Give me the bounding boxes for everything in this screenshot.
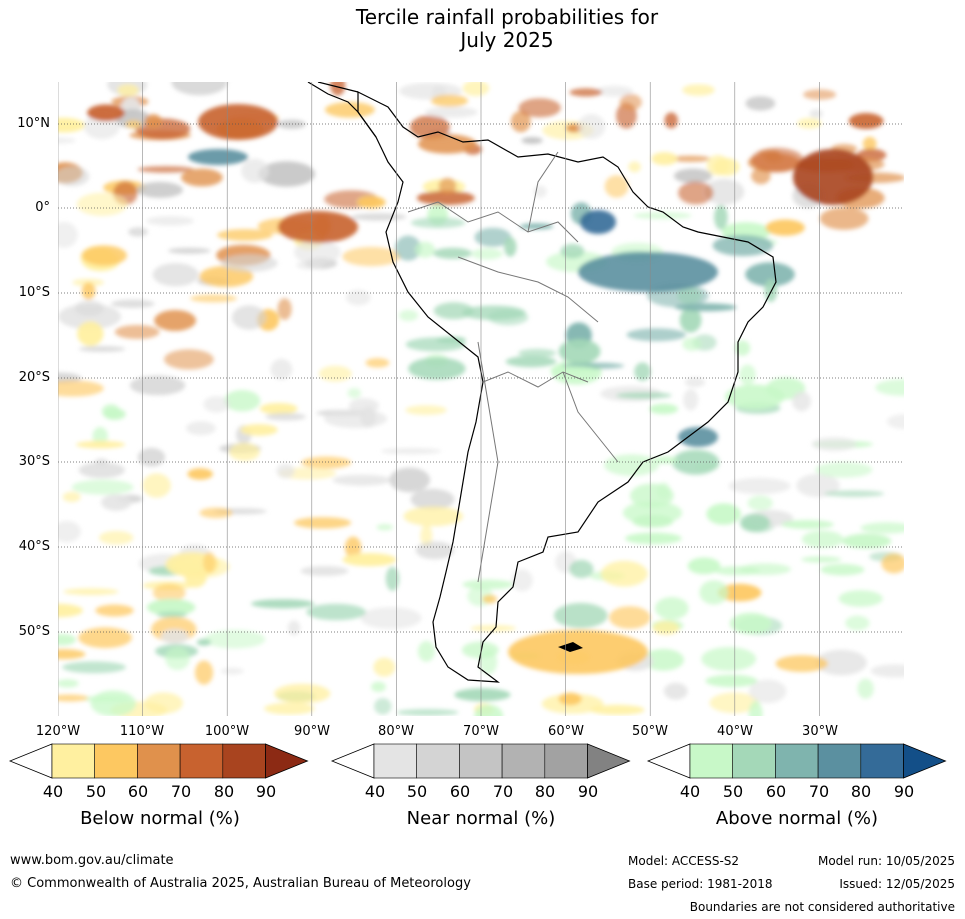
- base-period-text: Base period: 1981-2018: [628, 877, 773, 891]
- below-normal-title: Below normal (%): [80, 808, 240, 829]
- above-swatch-0: [689, 743, 734, 779]
- above-tick-60: 60: [765, 782, 787, 801]
- above-swatch-1: [732, 743, 776, 779]
- lat-label-10s: 10°S: [18, 285, 50, 300]
- above-tick-40: 40: [679, 782, 701, 801]
- disclaimer-text: Boundaries are not considered authoritat…: [689, 900, 955, 914]
- above-extend-high: [903, 743, 947, 779]
- lon-label-50w: 50°W: [632, 724, 668, 739]
- lat-label-0: 0°: [35, 200, 50, 215]
- near-tick-90: 90: [577, 782, 599, 801]
- near-extend-high: [587, 743, 631, 779]
- above-tick-80: 80: [850, 782, 872, 801]
- below-tick-50: 50: [85, 782, 107, 801]
- below-swatch-0: [51, 743, 96, 779]
- above-tick-70: 70: [808, 782, 830, 801]
- below-extend-high: [265, 743, 309, 779]
- below-tick-40: 40: [42, 782, 64, 801]
- near-tick-80: 80: [534, 782, 556, 801]
- near-swatch-0: [373, 743, 418, 779]
- lat-label-20s: 20°S: [18, 370, 50, 385]
- lon-label-40w: 40°W: [717, 724, 753, 739]
- near-tick-60: 60: [449, 782, 471, 801]
- near-normal-title: Near normal (%): [406, 808, 556, 829]
- lat-label-40s: 40°S: [18, 539, 50, 554]
- bom-url-link[interactable]: www.bom.gov.au/climate: [10, 853, 174, 868]
- near-extend-low: [330, 743, 375, 779]
- lon-label-100w: 100°W: [204, 724, 250, 739]
- near-swatch-4: [544, 743, 588, 779]
- below-normal-colorbar: [8, 743, 309, 779]
- below-swatch-4: [222, 743, 266, 779]
- lon-label-30w: 30°W: [802, 724, 838, 739]
- near-tick-40: 40: [364, 782, 386, 801]
- below-tick-80: 80: [213, 782, 235, 801]
- map-canvas: [58, 82, 904, 716]
- below-tick-70: 70: [170, 782, 192, 801]
- below-tick-90: 90: [255, 782, 277, 801]
- lon-label-120w: 120°W: [35, 724, 81, 739]
- model-text: Model: ACCESS-S2: [628, 854, 740, 868]
- falkland-islands: [558, 642, 583, 652]
- probability-map: [58, 82, 904, 716]
- near-swatch-2: [459, 743, 503, 779]
- lon-label-60w: 60°W: [548, 724, 584, 739]
- below-swatch-2: [137, 743, 181, 779]
- map-title: Tercile rainfall probabilities for July …: [0, 6, 965, 52]
- title-line-1: Tercile rainfall probabilities for: [355, 5, 659, 29]
- above-normal-colorbar: [646, 743, 947, 779]
- above-tick-90: 90: [893, 782, 915, 801]
- copyright-text: © Commonwealth of Australia 2025, Austra…: [10, 876, 471, 891]
- issued-text: Issued: 12/05/2025: [839, 877, 955, 891]
- lat-label-50s: 50°S: [18, 624, 50, 639]
- lon-label-80w: 80°W: [378, 724, 414, 739]
- above-swatch-4: [860, 743, 904, 779]
- near-swatch-3: [501, 743, 546, 779]
- near-tick-50: 50: [406, 782, 428, 801]
- above-swatch-2: [775, 743, 819, 779]
- lon-label-70w: 70°W: [463, 724, 499, 739]
- near-swatch-1: [416, 743, 460, 779]
- south-america-coastline: [357, 91, 777, 683]
- below-swatch-3: [179, 743, 224, 779]
- lat-label-10n: 10°N: [17, 116, 50, 131]
- lon-label-90w: 90°W: [294, 724, 330, 739]
- lat-label-30s: 30°S: [18, 454, 50, 469]
- central-america-coastline: [307, 82, 377, 138]
- below-extend-low: [8, 743, 53, 779]
- above-swatch-3: [817, 743, 862, 779]
- near-normal-colorbar: [330, 743, 631, 779]
- above-tick-50: 50: [722, 782, 744, 801]
- country-borders: [407, 151, 619, 583]
- near-tick-70: 70: [492, 782, 514, 801]
- below-swatch-1: [94, 743, 138, 779]
- title-line-2: July 2025: [460, 28, 554, 52]
- below-tick-60: 60: [127, 782, 149, 801]
- above-extend-low: [646, 743, 691, 779]
- model-run-text: Model run: 10/05/2025: [817, 854, 955, 868]
- above-normal-title: Above normal (%): [715, 808, 879, 829]
- lon-label-110w: 110°W: [119, 724, 165, 739]
